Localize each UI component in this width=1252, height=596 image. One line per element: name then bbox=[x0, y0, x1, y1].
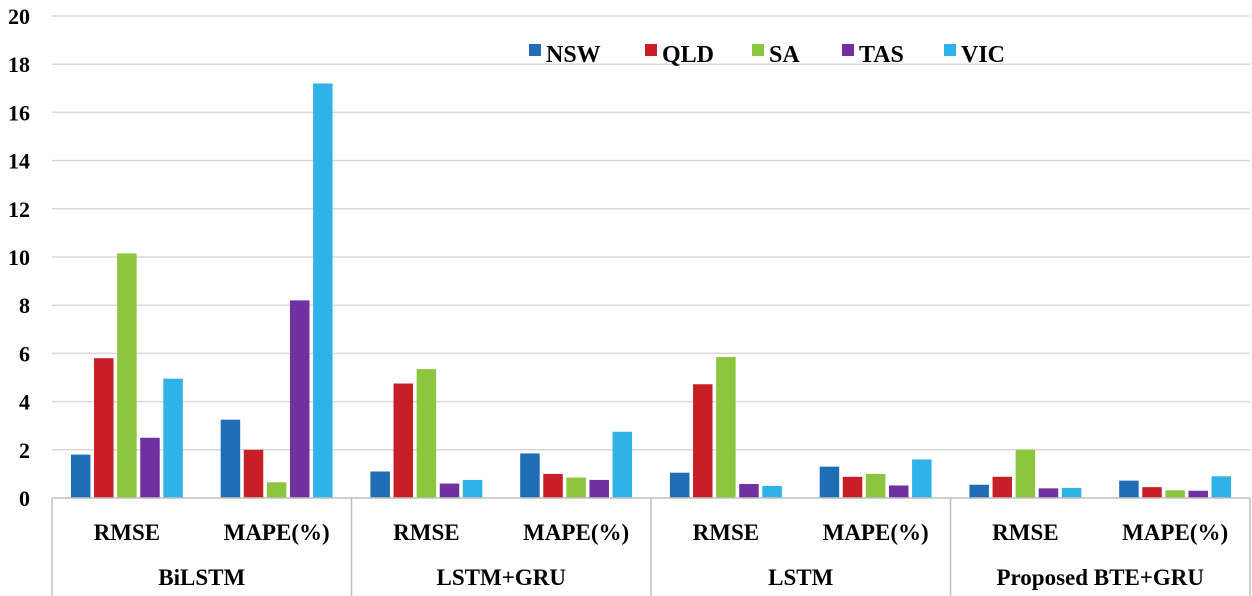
bar-nsw-lstm-gru-mape bbox=[520, 453, 540, 498]
legend-label-vic: VIC bbox=[961, 42, 1005, 68]
bar-tas-bilstm-mape bbox=[289, 300, 310, 498]
gridlines bbox=[52, 15, 1250, 451]
bars bbox=[70, 83, 1232, 498]
x-group-label: LSTM+GRU bbox=[437, 565, 567, 590]
bar-tas-proposed-bte-gru-mape bbox=[1188, 490, 1208, 498]
legend-label-qld: QLD bbox=[662, 42, 714, 68]
y-tick-label: 2 bbox=[19, 438, 30, 463]
x-axis: RMSE MAPE(%) BiLSTM RMSE MAPE(%) LSTM+GRU RMSE… bbox=[51, 497, 1251, 596]
y-tick-label: 8 bbox=[19, 293, 30, 318]
bar-qld-proposed-bte-gru-mape bbox=[1142, 487, 1162, 498]
bar-qld-bilstm-rmse bbox=[94, 358, 114, 498]
x-metric-label: RMSE bbox=[94, 520, 160, 545]
legend: NSW QLD SA TAS VIC bbox=[529, 42, 1005, 68]
x-metric-label: MAPE(%) bbox=[224, 520, 330, 545]
x-metric-label: MAPE(%) bbox=[523, 520, 629, 545]
y-tick-label: 4 bbox=[19, 390, 30, 415]
bar-vic-lstm-mape bbox=[912, 459, 932, 498]
y-tick-label: 10 bbox=[8, 245, 30, 270]
legend-label-nsw: NSW bbox=[546, 42, 601, 68]
x-metric-label: MAPE(%) bbox=[823, 520, 929, 545]
bar-qld-lstm-mape bbox=[842, 476, 863, 498]
x-metric-label: MAPE(%) bbox=[1122, 520, 1228, 545]
bar-vic-lstm-gru-rmse bbox=[462, 479, 483, 498]
bar-sa-proposed-bte-gru-mape bbox=[1165, 490, 1185, 498]
bar-sa-lstm-mape bbox=[865, 473, 886, 498]
x-metric-label: RMSE bbox=[393, 520, 459, 545]
bar-vic-bilstm-mape bbox=[313, 83, 333, 498]
y-tick-label: 14 bbox=[8, 149, 30, 174]
y-axis-ticks: 0 2 4 6 8 10 12 14 16 18 20 bbox=[8, 4, 30, 511]
bar-vic-proposed-bte-gru-rmse bbox=[1061, 487, 1082, 498]
bar-vic-proposed-bte-gru-mape bbox=[1211, 476, 1232, 498]
bar-qld-lstm-rmse bbox=[693, 384, 713, 498]
bar-qld-proposed-bte-gru-rmse bbox=[992, 476, 1013, 498]
legend-swatch-tas bbox=[842, 44, 854, 56]
legend-swatch-sa bbox=[752, 44, 764, 56]
bar-sa-proposed-bte-gru-rmse bbox=[1015, 449, 1036, 498]
bar-nsw-lstm-mape bbox=[819, 466, 840, 498]
legend-swatch-nsw bbox=[529, 44, 541, 56]
bar-nsw-bilstm-mape bbox=[220, 419, 241, 498]
bar-qld-bilstm-mape bbox=[243, 449, 264, 498]
bar-nsw-proposed-bte-gru-mape bbox=[1119, 480, 1139, 498]
bar-sa-lstm-rmse bbox=[716, 357, 736, 498]
bar-nsw-lstm-gru-rmse bbox=[370, 471, 390, 498]
bar-tas-bilstm-rmse bbox=[140, 437, 160, 498]
bar-tas-proposed-bte-gru-rmse bbox=[1038, 488, 1059, 498]
y-tick-label: 16 bbox=[8, 100, 30, 125]
legend-label-tas: TAS bbox=[859, 42, 904, 68]
bar-qld-lstm-gru-mape bbox=[543, 473, 563, 498]
bar-vic-lstm-gru-mape bbox=[612, 431, 633, 498]
bar-tas-lstm-gru-rmse bbox=[439, 483, 460, 498]
bar-sa-bilstm-mape bbox=[266, 482, 287, 498]
bar-sa-bilstm-rmse bbox=[117, 253, 137, 498]
bar-vic-bilstm-rmse bbox=[163, 378, 183, 498]
legend-swatch-qld bbox=[645, 44, 657, 56]
bar-sa-lstm-gru-mape bbox=[566, 477, 586, 498]
bar-nsw-lstm-rmse bbox=[669, 472, 690, 498]
bar-qld-lstm-gru-rmse bbox=[393, 383, 414, 498]
x-metric-label: RMSE bbox=[693, 520, 759, 545]
y-tick-label: 6 bbox=[19, 341, 30, 366]
x-metric-label: RMSE bbox=[992, 520, 1058, 545]
bar-tas-lstm-mape bbox=[888, 485, 909, 498]
x-group-label: Proposed BTE+GRU bbox=[996, 565, 1204, 590]
legend-label-sa: SA bbox=[769, 42, 800, 68]
bar-tas-lstm-gru-mape bbox=[589, 479, 609, 498]
y-tick-label: 18 bbox=[8, 52, 30, 77]
x-group-label: LSTM bbox=[768, 565, 833, 590]
bar-nsw-proposed-bte-gru-rmse bbox=[969, 484, 989, 498]
bar-nsw-bilstm-rmse bbox=[70, 454, 91, 498]
bar-vic-lstm-rmse bbox=[762, 485, 782, 498]
y-tick-label: 0 bbox=[19, 486, 30, 511]
y-tick-label: 20 bbox=[8, 4, 30, 29]
y-tick-label: 12 bbox=[8, 197, 30, 222]
bar-sa-lstm-gru-rmse bbox=[416, 369, 437, 498]
legend-swatch-vic bbox=[944, 44, 956, 56]
bar-tas-lstm-rmse bbox=[739, 484, 759, 498]
x-group-label: BiLSTM bbox=[158, 565, 245, 590]
